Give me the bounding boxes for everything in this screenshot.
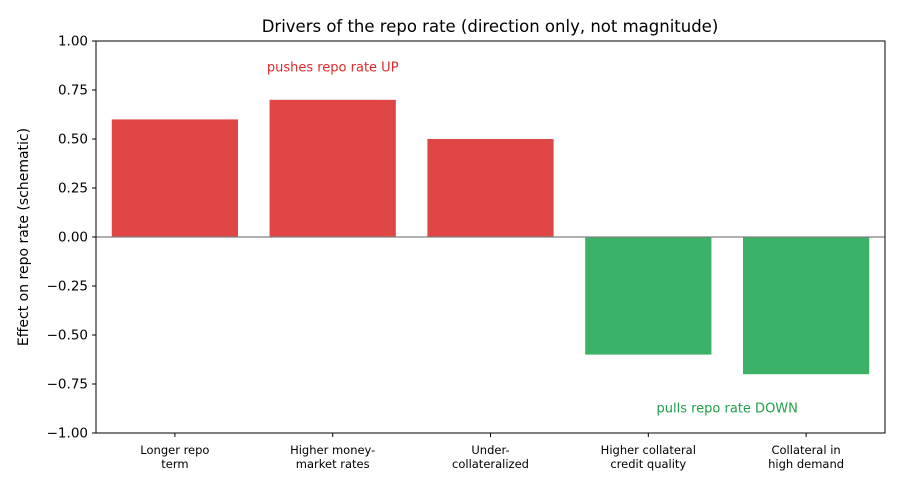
- x-tick-label: Higher collateral credit quality: [601, 443, 696, 471]
- x-tick-label: Collateral in high demand: [768, 443, 844, 471]
- y-tick-label: −0.50: [47, 328, 88, 344]
- annotation-2: pulls repo rate DOWN: [657, 402, 798, 417]
- plot-area: 1.00 0.75 0.50 0.25 0.00 −0.25 −0.50 −0.75 −1.00…: [47, 34, 886, 471]
- y-tick-label: 0.50: [58, 132, 88, 148]
- x-tick-label: Longer repo term: [140, 443, 209, 471]
- y-tick-label: −1.00: [47, 426, 88, 442]
- chart-title: Drivers of the repo rate (direction only…: [262, 17, 719, 36]
- y-tick-label: 0.75: [58, 83, 88, 99]
- y-tick-label: 0.25: [58, 181, 88, 197]
- bar-1: [111, 119, 239, 237]
- y-tick-label: −0.25: [47, 279, 88, 295]
- bar-2: [269, 99, 396, 237]
- bar-5: [742, 237, 870, 375]
- y-tick-label: 0.00: [58, 230, 88, 246]
- y-tick-label: 1.00: [58, 34, 88, 50]
- y-tick-label: −0.75: [47, 377, 88, 393]
- bar-3: [427, 139, 554, 237]
- bar-4: [585, 237, 712, 355]
- annotation-1: pushes repo rate UP: [267, 60, 399, 75]
- x-tick-label: Under-collateralized: [452, 443, 529, 471]
- x-tick-label: Higher money-market rates: [290, 443, 375, 471]
- y-axis-label: Effect on repo rate (schematic): [16, 128, 32, 346]
